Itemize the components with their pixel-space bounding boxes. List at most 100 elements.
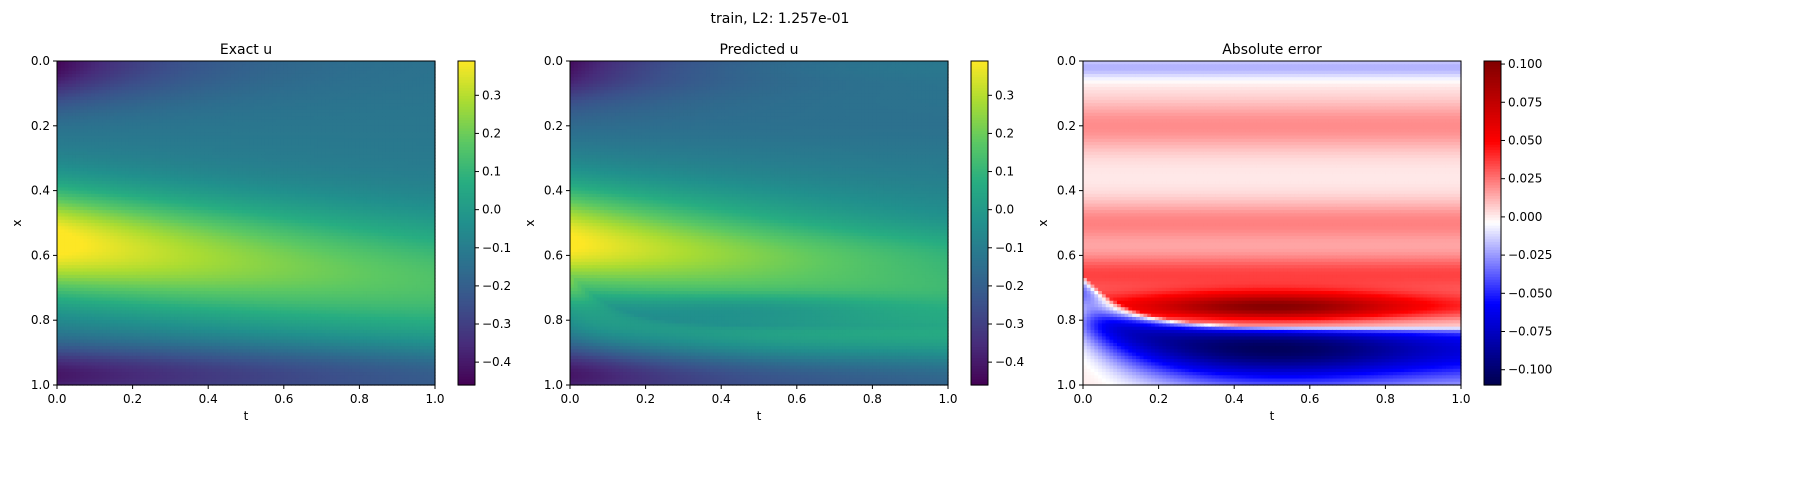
heatmap-cell: [249, 90, 255, 94]
heatmap-cell: [117, 109, 122, 114]
heatmap-cell: [113, 138, 119, 143]
heatmap-cell: [174, 73, 179, 78]
heatmap-cell: [64, 112, 69, 117]
heatmap-cell: [363, 112, 368, 117]
heatmap-cell: [378, 83, 383, 88]
heatmap-cell: [366, 61, 372, 65]
heatmap-cell: [238, 103, 243, 107]
heatmap-cell: [431, 135, 436, 140]
heatmap-cell: [223, 86, 228, 91]
heatmap-cell: [382, 142, 387, 146]
heatmap-cell: [64, 96, 69, 101]
heatmap-cell: [230, 70, 236, 75]
heatmap-cell: [181, 73, 187, 78]
heatmap-cell: [102, 61, 107, 65]
heatmap-cell: [215, 90, 221, 94]
heatmap-cell: [170, 96, 175, 101]
heatmap-cell: [419, 67, 425, 72]
heatmap-cell: [329, 129, 334, 133]
heatmap-cell: [287, 112, 292, 117]
heatmap-cell: [321, 106, 326, 111]
heatmap-cell: [72, 129, 77, 133]
heatmap-cell: [249, 61, 255, 65]
heatmap-cell: [412, 125, 417, 130]
heatmap-cell: [419, 125, 425, 130]
heatmap-cell: [155, 99, 160, 104]
heatmap-cell: [427, 129, 432, 133]
heatmap-cell: [306, 64, 311, 69]
heatmap-cell: [230, 142, 236, 146]
heatmap-cell: [75, 64, 81, 69]
heatmap-cell: [298, 132, 304, 137]
heatmap-cell: [363, 129, 368, 133]
heatmap-cell: [219, 142, 224, 146]
heatmap-cell: [298, 86, 304, 91]
heatmap-cell: [393, 61, 398, 65]
heatmap-cell: [215, 142, 221, 146]
heatmap-cell: [329, 122, 334, 127]
heatmap-cell: [370, 93, 376, 98]
heatmap-cell: [155, 129, 160, 133]
heatmap-cell: [336, 125, 342, 130]
heatmap-cell: [162, 64, 168, 69]
heatmap-cell: [393, 96, 398, 101]
heatmap-cell: [98, 90, 103, 94]
heatmap-cell: [302, 132, 308, 137]
heatmap-cell: [117, 129, 122, 133]
heatmap-cell: [291, 86, 296, 91]
heatmap-cell: [317, 112, 323, 117]
heatmap-cell: [234, 93, 240, 98]
heatmap-cell: [64, 103, 69, 107]
heatmap-cell: [261, 86, 266, 91]
heatmap-cell: [121, 132, 126, 137]
heatmap-cell: [351, 106, 357, 111]
heatmap-cell: [431, 122, 436, 127]
heatmap-cell: [242, 129, 247, 133]
heatmap-cell: [268, 145, 274, 150]
heatmap-cell: [177, 119, 183, 124]
heatmap-cell: [193, 125, 198, 130]
heatmap-cell: [57, 112, 62, 117]
heatmap-cell: [200, 129, 206, 133]
heatmap-cell: [280, 142, 285, 146]
heatmap-cell: [431, 119, 436, 124]
heatmap-cell: [121, 103, 126, 107]
heatmap-cell: [329, 125, 334, 130]
heatmap-cell: [374, 77, 379, 82]
heatmap-cell: [189, 145, 194, 150]
heatmap-cell: [227, 122, 232, 127]
heatmap-cell: [128, 138, 134, 143]
heatmap-cell: [253, 129, 258, 133]
heatmap-cell: [193, 129, 198, 133]
heatmap-cell: [378, 109, 383, 114]
heatmap-cell: [98, 132, 103, 137]
heatmap-cell: [246, 109, 251, 114]
heatmap-cell: [174, 132, 179, 137]
heatmap-cell: [366, 90, 372, 94]
heatmap-cell: [193, 109, 198, 114]
heatmap-cell: [276, 129, 281, 133]
heatmap-cell: [355, 73, 360, 78]
heatmap-cell: [177, 70, 183, 75]
heatmap-cell: [79, 70, 85, 75]
heatmap-cell: [68, 93, 73, 98]
heatmap-cell: [427, 119, 432, 124]
heatmap-cell: [238, 145, 243, 150]
heatmap-cell: [79, 77, 85, 82]
heatmap-cell: [125, 122, 130, 127]
heatmap-cell: [227, 125, 232, 130]
heatmap-cell: [314, 90, 319, 94]
heatmap-cell: [60, 109, 66, 114]
heatmap-cell: [276, 109, 281, 114]
heatmap-cell: [370, 116, 376, 120]
heatmap-cell: [310, 93, 315, 98]
heatmap-cell: [227, 73, 232, 78]
heatmap-cell: [416, 80, 421, 85]
heatmap-cell: [125, 93, 130, 98]
heatmap-cell: [125, 77, 130, 82]
heatmap-cell: [106, 135, 111, 140]
heatmap-cell: [336, 64, 342, 69]
heatmap-cell: [306, 112, 311, 117]
heatmap-cell: [109, 99, 115, 104]
heatmap-cell: [287, 103, 292, 107]
